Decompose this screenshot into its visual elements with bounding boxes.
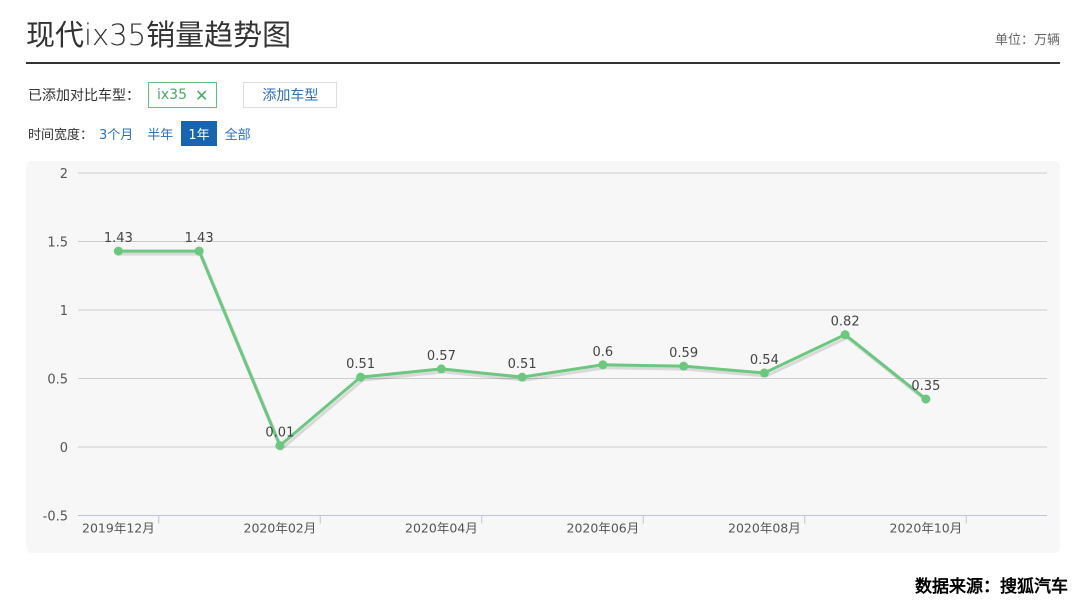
compare-label: 已添加对比车型： bbox=[28, 88, 140, 104]
data-point bbox=[759, 368, 769, 378]
add-model-button[interactable]: 添加车型 bbox=[243, 82, 338, 108]
data-label: 0.51 bbox=[508, 357, 537, 372]
y-tick-label: 2 bbox=[60, 167, 68, 182]
y-tick-label: 1 bbox=[60, 304, 68, 319]
data-label: 0.01 bbox=[265, 426, 294, 441]
data-label: 0.54 bbox=[750, 353, 779, 368]
x-tick-label: 2019年12月 bbox=[82, 521, 155, 536]
data-point bbox=[840, 330, 850, 340]
x-tick-label: 2020年10月 bbox=[890, 521, 963, 536]
data-point bbox=[275, 441, 285, 451]
close-x-icon[interactable]: ✕ bbox=[195, 85, 209, 105]
time-range-row: 时间宽度： 3个月 半年 1年 全部 bbox=[28, 121, 259, 146]
y-tick-label: 0.5 bbox=[47, 373, 68, 388]
data-point bbox=[921, 394, 931, 404]
range-option-1y[interactable]: 1年 bbox=[181, 121, 217, 146]
data-point bbox=[679, 361, 689, 371]
data-point bbox=[356, 372, 366, 382]
unit-label: 单位：万辆 bbox=[994, 33, 1060, 48]
time-range-label: 时间宽度： bbox=[28, 128, 94, 143]
model-tag-label: ix35 bbox=[157, 87, 187, 103]
range-option-3m[interactable]: 3个月 bbox=[99, 128, 134, 143]
y-tick-label: -0.5 bbox=[43, 510, 68, 525]
data-point bbox=[598, 360, 608, 370]
range-option-all[interactable]: 全部 bbox=[224, 128, 251, 143]
x-tick-label: 2020年06月 bbox=[567, 521, 640, 536]
y-tick-label: 1.5 bbox=[47, 236, 68, 251]
data-label: 0.59 bbox=[669, 346, 698, 361]
data-point bbox=[517, 372, 527, 382]
data-point bbox=[194, 246, 204, 256]
page-title: 现代ix35销量趋势图 bbox=[26, 18, 292, 52]
series-line bbox=[118, 249, 927, 449]
data-label: 0.35 bbox=[911, 379, 940, 394]
title-divider bbox=[26, 62, 1060, 64]
data-label: 0.57 bbox=[427, 349, 456, 364]
x-tick-label: 2020年08月 bbox=[728, 521, 801, 536]
range-option-6m[interactable]: 半年 bbox=[147, 128, 174, 143]
compare-row: 已添加对比车型： ix35 ✕ 添加车型 bbox=[28, 82, 338, 108]
data-source: 数据来源：搜狐汽车 bbox=[915, 577, 1068, 597]
chart-panel bbox=[26, 161, 1060, 553]
data-label: 1.43 bbox=[185, 231, 214, 246]
data-point bbox=[436, 364, 446, 374]
data-label: 0.82 bbox=[831, 315, 860, 330]
data-label: 0.51 bbox=[346, 357, 375, 372]
x-tick-label: 2020年02月 bbox=[244, 521, 317, 536]
model-tag-ix35[interactable]: ix35 ✕ bbox=[148, 82, 218, 108]
data-point bbox=[113, 246, 123, 256]
data-label: 0.6 bbox=[593, 345, 614, 360]
data-label: 1.43 bbox=[104, 231, 133, 246]
x-tick-label: 2020年04月 bbox=[405, 521, 478, 536]
y-tick-label: 0 bbox=[60, 441, 68, 456]
